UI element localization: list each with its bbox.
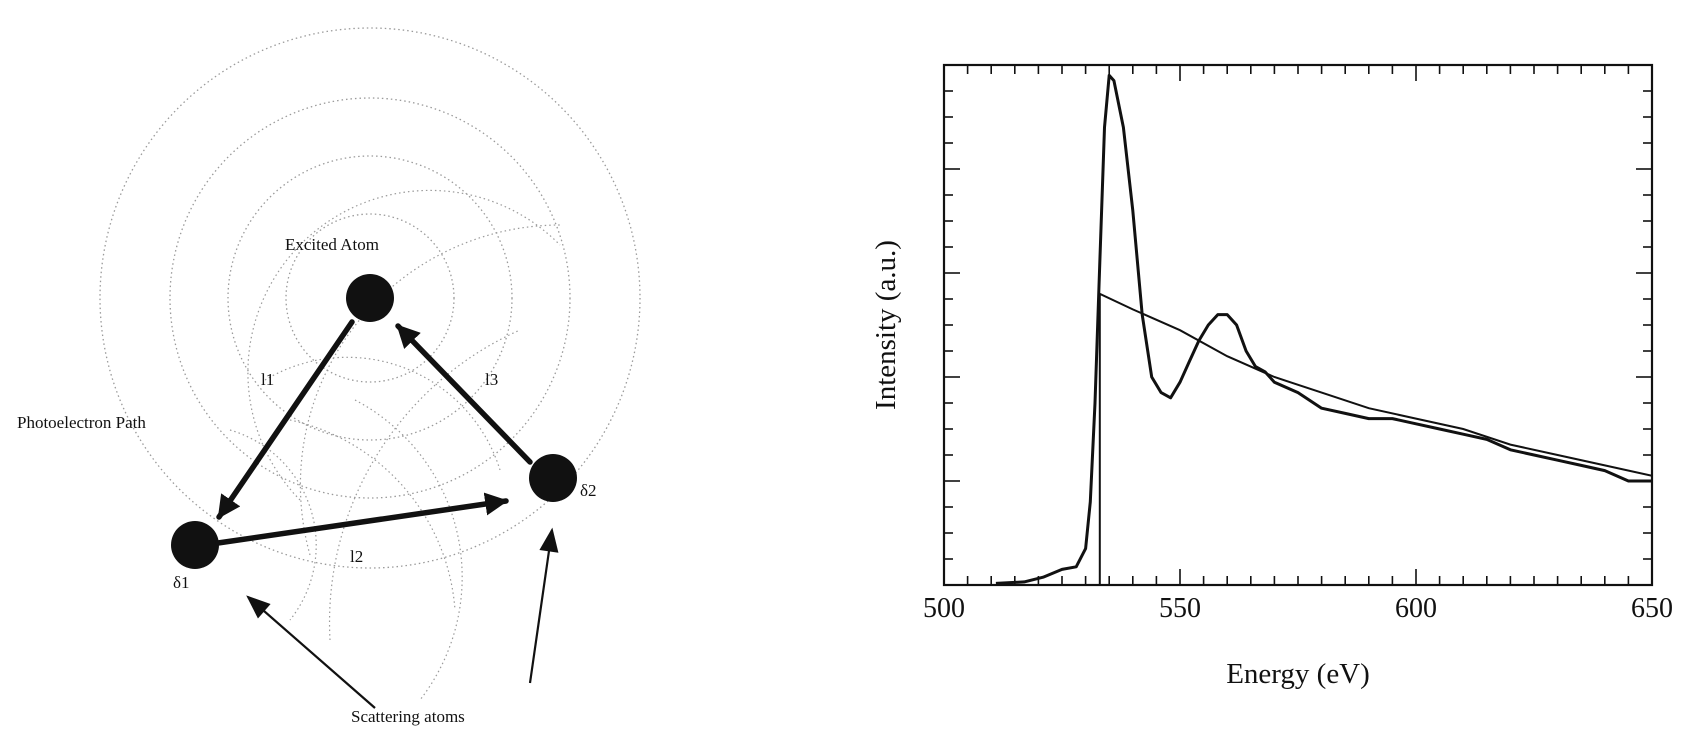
spectrum-chart: 500 550 600 650 Energy (eV) Intensity (a.u.… bbox=[870, 63, 1673, 690]
x-tick-label: 550 bbox=[1159, 593, 1201, 624]
spectrum-line bbox=[995, 73, 1652, 585]
path-l2-arrow bbox=[215, 492, 509, 546]
x-tick-label: 600 bbox=[1395, 593, 1437, 624]
label-photoelectron-path: Photoelectron Path bbox=[17, 413, 146, 432]
label-l3: l3 bbox=[485, 370, 498, 389]
label-l2: l2 bbox=[350, 547, 363, 566]
label-delta1: δ1 bbox=[173, 573, 190, 592]
pointer-arrow-delta1 bbox=[246, 595, 376, 709]
pointer-arrow-delta2 bbox=[528, 527, 559, 684]
path-l3-arrow bbox=[395, 323, 533, 465]
x-tick-label: 500 bbox=[923, 593, 965, 624]
y-axis-title: Intensity (a.u.) bbox=[870, 240, 902, 410]
label-delta2: δ2 bbox=[580, 481, 597, 500]
scattering-atom-delta2 bbox=[529, 454, 577, 502]
axis-ticks bbox=[943, 64, 1653, 586]
scattering-atom-delta1 bbox=[171, 521, 219, 569]
plot-frame bbox=[942, 63, 1654, 587]
scattering-diagram: Excited Atom Photoelectron Path Scatteri… bbox=[17, 27, 641, 726]
background-step-line bbox=[1098, 292, 1653, 585]
x-tick-label: 650 bbox=[1631, 593, 1673, 624]
path-l1-arrow bbox=[216, 319, 355, 520]
label-scattering-atoms: Scattering atoms bbox=[351, 707, 465, 726]
label-excited-atom: Excited Atom bbox=[285, 235, 379, 254]
scattered-wavefronts bbox=[229, 189, 561, 701]
excited-atom-wavefronts bbox=[99, 27, 641, 569]
excited-atom bbox=[346, 274, 394, 322]
label-l1: l1 bbox=[261, 370, 274, 389]
x-tick-labels: 500 550 600 650 bbox=[923, 593, 1673, 624]
x-axis-title: Energy (eV) bbox=[1226, 658, 1370, 690]
